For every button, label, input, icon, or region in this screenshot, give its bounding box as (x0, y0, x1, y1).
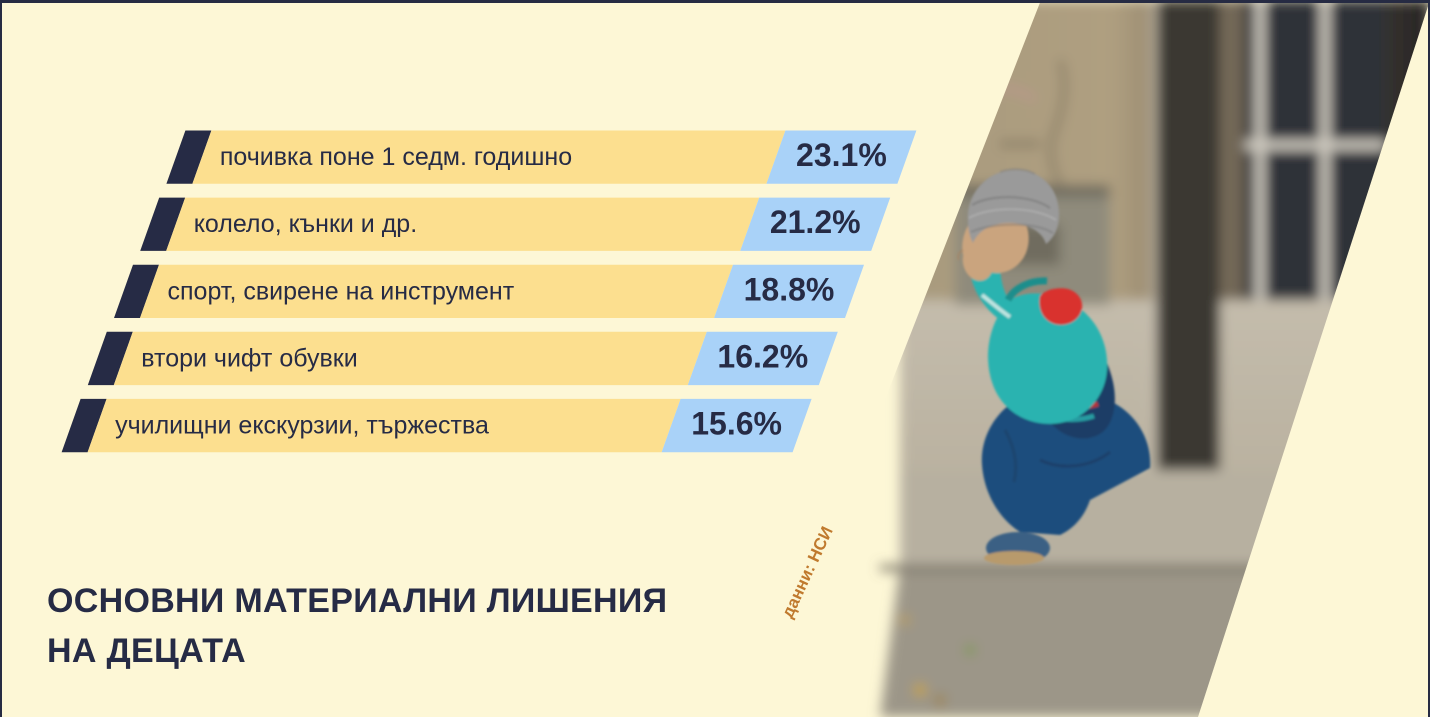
svg-text:почивка поне 1 седм. годишно: почивка поне 1 седм. годишно (220, 143, 572, 171)
svg-text:18.8%: 18.8% (744, 271, 835, 307)
svg-text:15.6%: 15.6% (691, 406, 782, 442)
svg-text:23.1%: 23.1% (796, 137, 887, 173)
svg-text:училищни екскурзии, тържества: училищни екскурзии, тържества (115, 412, 489, 440)
svg-text:21.2%: 21.2% (770, 204, 861, 240)
svg-text:колело, кънки и др.: колело, кънки и др. (194, 210, 417, 238)
svg-text:спорт, свирене на инструмент: спорт, свирене на инструмент (168, 277, 515, 305)
svg-text:16.2%: 16.2% (717, 338, 808, 374)
svg-text:втори чифт обувки: втори чифт обувки (141, 344, 357, 372)
